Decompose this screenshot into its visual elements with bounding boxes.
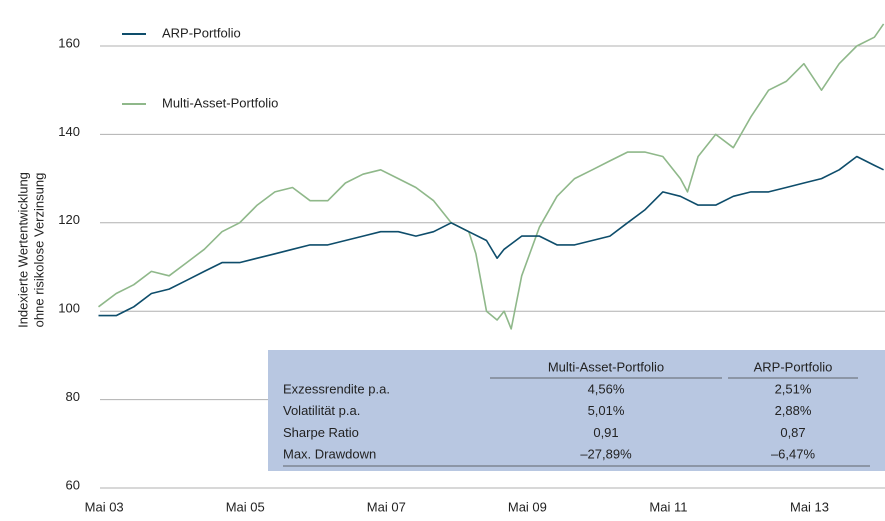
x-tick-label: Mai 13	[790, 499, 829, 514]
legend-label: Multi-Asset-Portfolio	[162, 95, 278, 110]
y-axis-label: ohne risikolose Verzinsung	[31, 173, 46, 328]
x-tick-label: Mai 07	[367, 499, 406, 514]
row-label: Exzessrendite p.a.	[283, 381, 390, 396]
cell: 2,88%	[775, 403, 812, 418]
y-tick-label: 80	[66, 389, 80, 404]
y-tick-label: 140	[58, 124, 80, 139]
data-line	[98, 155, 884, 317]
cell: –6,47%	[771, 447, 816, 462]
cell: 0,87	[780, 425, 805, 440]
cell: 2,51%	[775, 381, 812, 396]
y-tick-label: 160	[58, 35, 80, 50]
y-axis-label: Indexierte Wertentwicklung	[15, 172, 30, 328]
cell: –27,89%	[580, 447, 632, 462]
row-label: Max. Drawdown	[283, 447, 376, 462]
x-tick-label: Mai 05	[226, 499, 265, 514]
y-tick-label: 120	[58, 212, 80, 227]
x-tick-label: Mai 03	[85, 499, 124, 514]
data-line	[98, 23, 885, 330]
cell: 0,91	[593, 425, 618, 440]
x-tick-label: Mai 11	[649, 499, 687, 514]
y-tick-label: 100	[58, 301, 80, 316]
legend-label: ARP-Portfolio	[162, 25, 241, 40]
cell: 5,01%	[588, 403, 625, 418]
table-header: Multi-Asset-Portfolio	[548, 359, 664, 374]
y-tick-label: 60	[66, 477, 80, 492]
row-label: Sharpe Ratio	[283, 425, 359, 440]
x-tick-label: Mai 09	[508, 499, 547, 514]
stats-table	[268, 350, 885, 471]
row-label: Volatilität p.a.	[283, 403, 360, 418]
cell: 4,56%	[588, 381, 625, 396]
table-header: ARP-Portfolio	[754, 359, 833, 374]
